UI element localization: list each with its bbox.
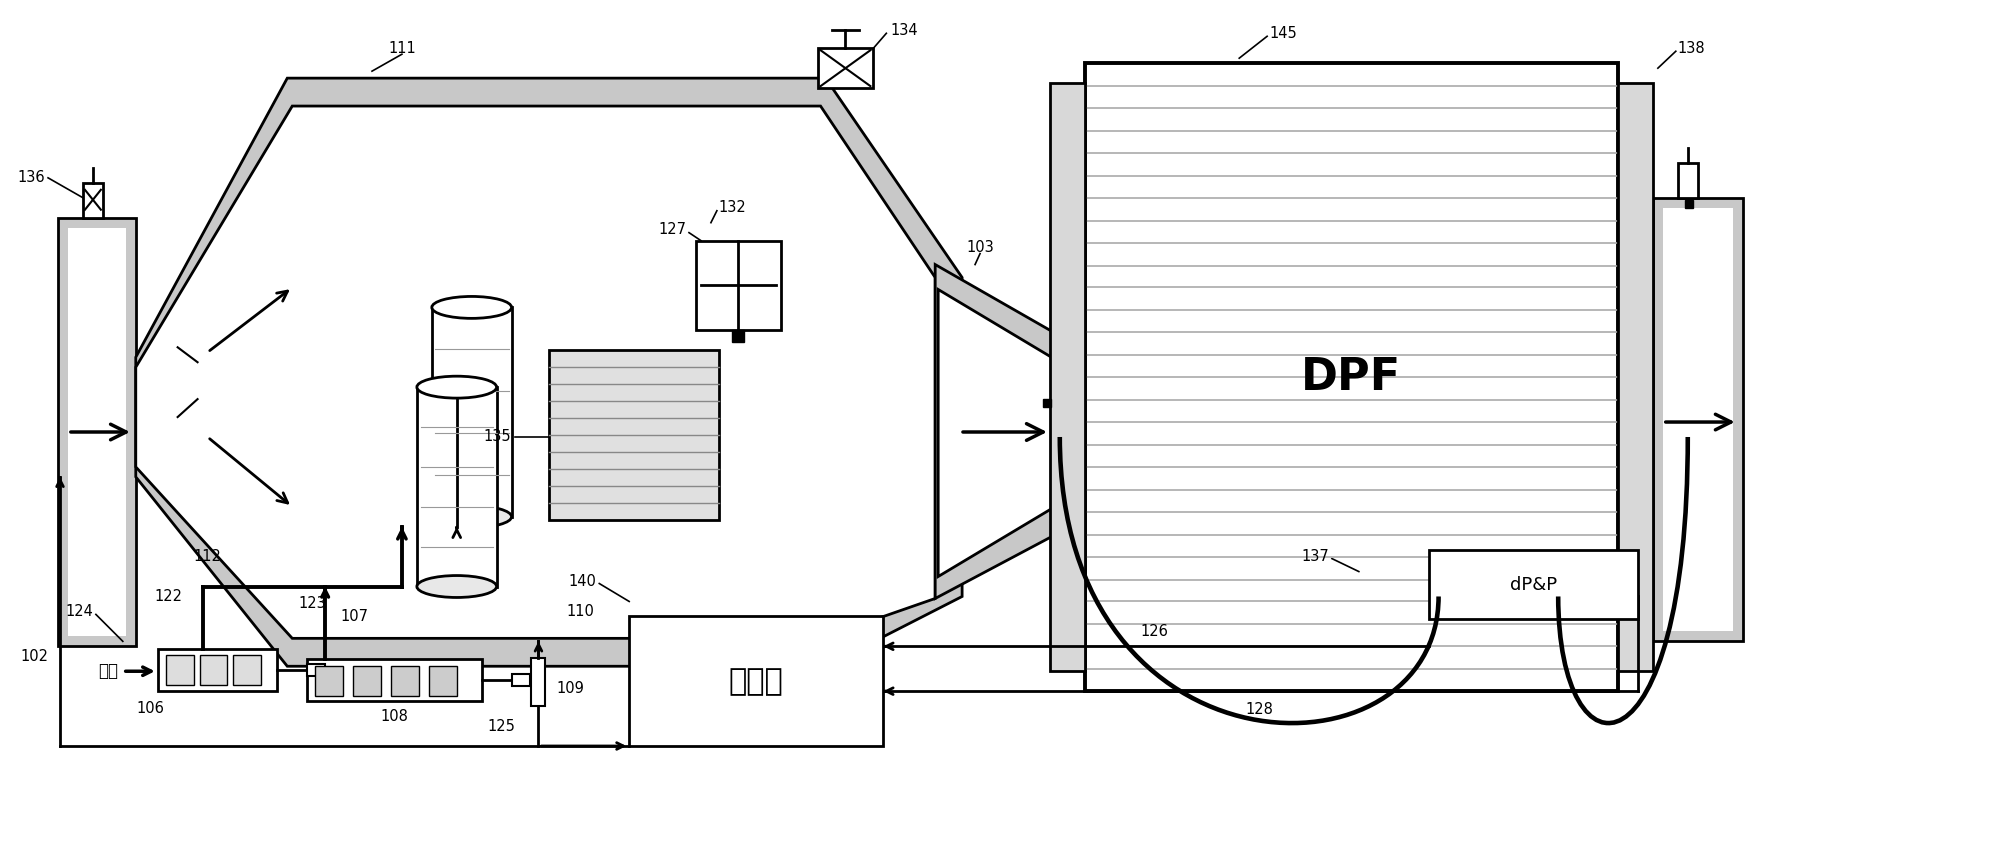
Text: 109: 109 [556,681,584,695]
Text: 127: 127 [658,222,686,238]
Bar [199,655,227,685]
Bar [1084,63,1618,691]
Text: dP&P: dP&P [1511,576,1557,594]
Polygon shape [136,78,963,666]
Text: 108: 108 [381,708,409,724]
Bar [84,183,104,218]
Text: 145: 145 [1270,26,1297,41]
Text: 134: 134 [891,23,919,38]
Bar [315,666,343,696]
Bar [1678,163,1698,198]
Ellipse shape [432,297,512,318]
Bar [512,675,530,686]
Bar [696,241,781,330]
Bar [233,655,261,685]
Text: 138: 138 [1678,41,1706,55]
Polygon shape [939,290,1054,577]
Bar [428,666,456,696]
Bar [630,616,883,746]
Polygon shape [136,106,935,638]
Bar [1652,198,1742,642]
Bar [532,658,546,706]
Text: 107: 107 [341,609,369,624]
Text: 140: 140 [568,574,596,589]
Ellipse shape [417,376,496,398]
Text: 137: 137 [1301,549,1329,564]
Bar [417,388,496,586]
Text: 103: 103 [967,240,995,255]
Bar [1662,208,1732,631]
Text: 125: 125 [488,719,516,733]
Text: 126: 126 [1140,624,1168,639]
Text: 燃油: 燃油 [98,662,118,681]
Text: 123: 123 [299,596,327,611]
Text: DPF: DPF [1301,355,1401,399]
Text: 102: 102 [20,649,48,664]
Text: 111: 111 [389,41,417,55]
Bar [391,666,419,696]
Bar [307,659,482,701]
Text: 112: 112 [193,549,221,564]
Text: 135: 135 [484,429,512,445]
Bar [731,330,743,342]
Bar [165,655,193,685]
Ellipse shape [417,576,496,597]
Text: 控制器: 控制器 [727,667,783,695]
Ellipse shape [432,505,512,528]
Bar [353,666,381,696]
Bar [817,49,873,88]
Text: 132: 132 [719,200,747,215]
Text: 136: 136 [18,170,46,186]
Bar [1684,199,1692,208]
Bar [1042,399,1050,407]
Text: 110: 110 [566,604,594,619]
Text: 122: 122 [155,589,183,604]
Bar [307,664,325,676]
Polygon shape [935,264,1080,598]
Text: 124: 124 [66,604,94,619]
Bar [550,350,719,519]
Bar [68,228,126,636]
Bar [1429,550,1638,619]
Bar [58,218,136,646]
Bar [1050,83,1084,671]
Bar [1618,83,1652,671]
Bar [157,649,277,691]
Text: 128: 128 [1246,701,1274,717]
Bar [432,308,512,517]
Text: 106: 106 [138,701,165,715]
